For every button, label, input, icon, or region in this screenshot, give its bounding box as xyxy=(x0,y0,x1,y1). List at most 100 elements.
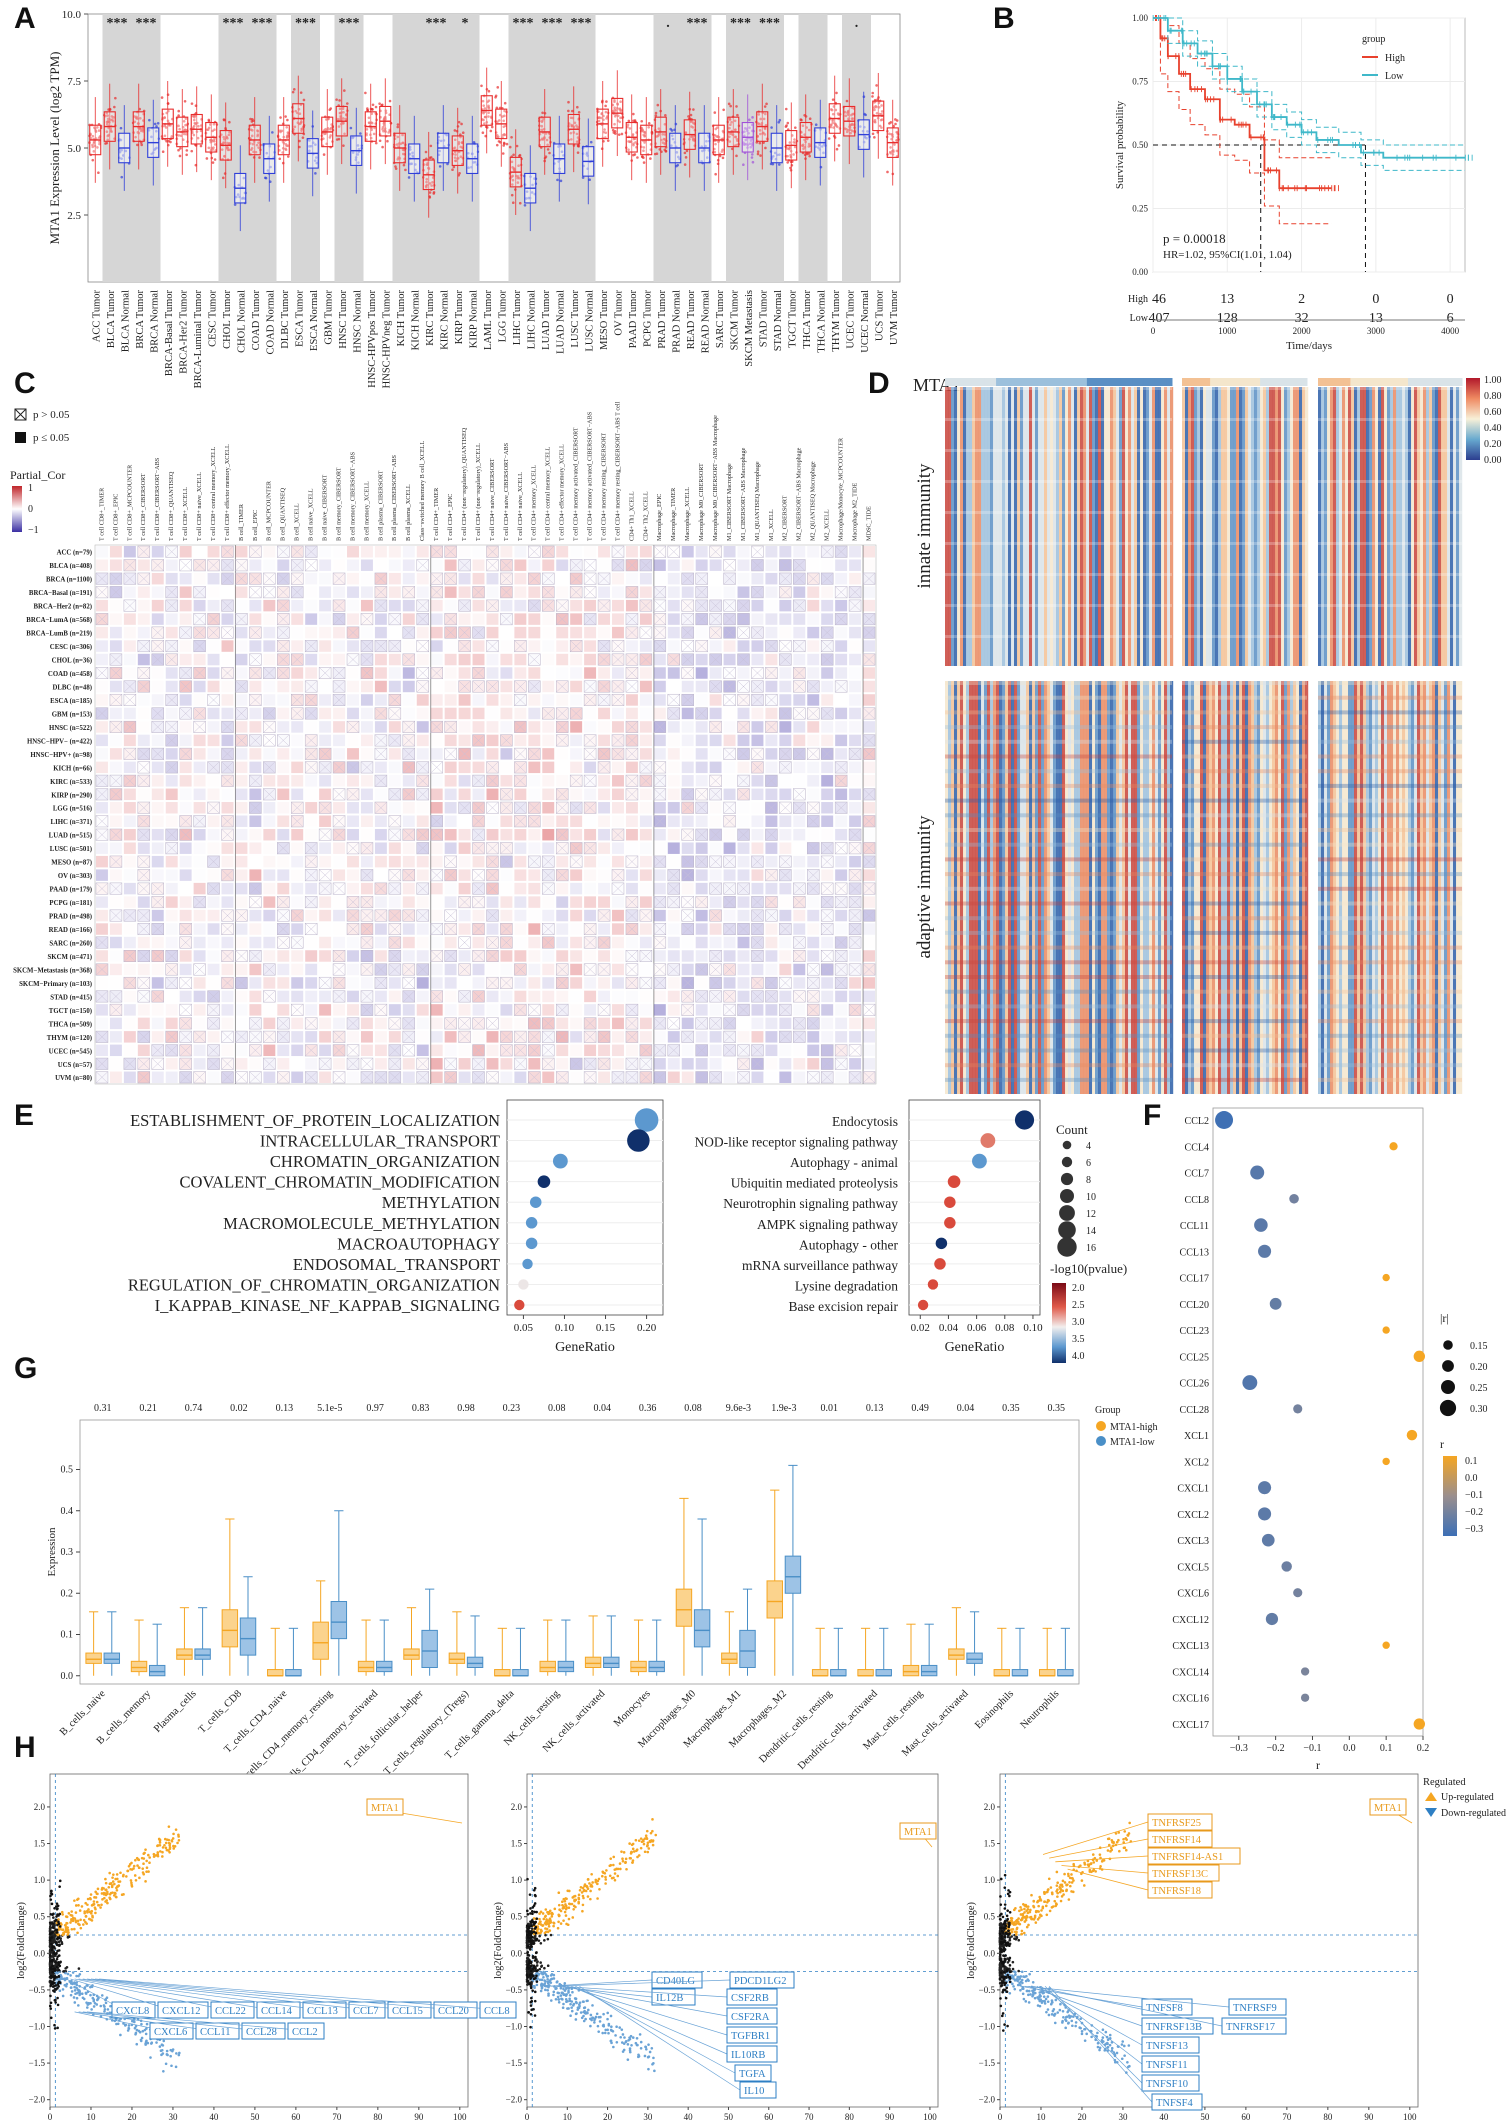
heatmap-cell xyxy=(403,708,415,719)
heatmap-cell xyxy=(570,950,583,962)
heatmap-cell xyxy=(751,613,764,625)
heatmap-cell xyxy=(849,694,862,706)
heatmap-cell xyxy=(723,653,736,666)
x-tick-label: 4000 xyxy=(1441,326,1460,336)
heatmap-cell xyxy=(486,923,499,935)
data-point xyxy=(480,84,483,88)
heatmap-cell xyxy=(124,964,136,975)
heatmap-cell xyxy=(737,977,750,989)
heatmap-cell xyxy=(263,882,276,895)
heatmap-cell xyxy=(765,950,778,962)
heatmap-cell xyxy=(487,586,499,597)
heatmap-cell xyxy=(235,721,248,733)
heatmap-cell xyxy=(793,626,806,639)
heatmap-cell xyxy=(821,829,833,840)
data-point xyxy=(588,178,591,182)
heatmap-cell xyxy=(249,680,262,693)
heatmap-cell xyxy=(319,694,332,706)
heatmap-cell xyxy=(695,721,708,733)
heatmap-cell xyxy=(109,1031,122,1043)
heatmap-cell xyxy=(542,748,555,760)
data-point xyxy=(831,98,835,101)
heatmap-cell xyxy=(653,828,666,841)
heatmap-cell xyxy=(710,816,722,827)
heatmap-cell xyxy=(793,963,806,976)
data-point xyxy=(92,150,96,153)
data-point xyxy=(192,118,196,122)
data-point xyxy=(808,154,811,158)
heatmap-cell xyxy=(430,788,443,801)
heatmap-cell xyxy=(640,802,652,813)
data-point xyxy=(685,149,689,153)
data-point xyxy=(119,126,123,130)
heatmap-cell xyxy=(347,640,359,652)
heatmap-cell xyxy=(193,990,206,1003)
data-point xyxy=(751,160,755,164)
data-point xyxy=(135,115,138,119)
data-point xyxy=(183,100,187,103)
heatmap-cell xyxy=(305,963,318,976)
heatmap-cell xyxy=(123,802,136,814)
heatmap-cell xyxy=(751,842,764,854)
x-tick-label: 3000 xyxy=(1367,326,1386,336)
heatmap-cell xyxy=(542,815,555,827)
heatmap-cell xyxy=(137,586,150,598)
heatmap-cell xyxy=(514,667,527,679)
heatmap-cell xyxy=(347,882,359,895)
column-label: M1_CIBERSORT Macrophage xyxy=(726,463,733,541)
x-tick-label: KIRC Normal xyxy=(439,290,450,350)
heatmap-cell xyxy=(681,963,694,976)
heatmap-cell xyxy=(765,815,778,827)
heatmap-cell xyxy=(96,734,108,747)
heatmap-cell xyxy=(249,761,262,774)
heatmap-cell xyxy=(598,950,611,962)
heatmap-cell xyxy=(458,923,471,935)
data-point xyxy=(271,131,274,134)
row-label: BRCA (n=1100) xyxy=(46,577,92,584)
heatmap-cell xyxy=(96,626,108,639)
heatmap-cell xyxy=(626,573,638,584)
heatmap-cell xyxy=(556,667,568,678)
heatmap-cell xyxy=(333,1004,346,1016)
heatmap-cell xyxy=(472,640,485,652)
heatmap-cell xyxy=(179,990,192,1003)
heatmap-cell xyxy=(110,950,122,961)
data-point xyxy=(371,108,374,111)
heatmap-cell xyxy=(681,950,694,962)
heatmap-cell xyxy=(402,896,415,908)
heatmap-cell xyxy=(542,667,554,678)
heatmap-cell xyxy=(263,977,276,989)
column-label: T cell CD4+ effector memory_XCELL xyxy=(559,444,566,541)
heatmap-cell xyxy=(222,1018,234,1029)
x-tick-label: ESCA Tumor xyxy=(294,289,305,346)
x-tick-label: DLBC Tumor xyxy=(280,290,291,349)
heatmap-cell xyxy=(598,802,611,814)
heatmap-cell xyxy=(681,761,694,774)
box-brca-basal-tumor xyxy=(160,81,174,167)
heatmap-cell xyxy=(374,694,387,706)
column-label: T cell CD4+ (non−regulatory)_QUANTISEQ xyxy=(461,427,468,541)
heatmap-cell xyxy=(625,882,638,895)
data-point xyxy=(381,145,384,149)
heatmap-cell xyxy=(807,789,819,800)
heatmap-cell xyxy=(835,721,848,733)
heatmap-cell xyxy=(360,1017,373,1030)
heatmap-cell xyxy=(724,829,736,840)
data-point xyxy=(205,157,209,160)
heatmap-cell xyxy=(445,640,457,651)
heatmap-cell xyxy=(514,842,527,854)
heatmap-cell xyxy=(751,734,764,747)
heatmap-cell xyxy=(570,599,583,612)
y-axis-label: MTA1 Expression Level (log2 TPM) xyxy=(47,52,62,245)
heatmap-cell xyxy=(598,613,611,625)
heatmap-cell xyxy=(374,680,387,693)
heatmap-cell xyxy=(193,936,206,949)
heatmap-cell xyxy=(221,707,234,720)
heatmap-cell xyxy=(291,761,304,774)
heatmap-cell xyxy=(849,653,862,666)
heatmap-cell xyxy=(612,963,624,976)
data-point xyxy=(114,96,117,100)
heatmap-cell xyxy=(431,681,443,692)
heatmap-cell xyxy=(709,896,722,908)
heatmap-cell xyxy=(625,694,638,706)
